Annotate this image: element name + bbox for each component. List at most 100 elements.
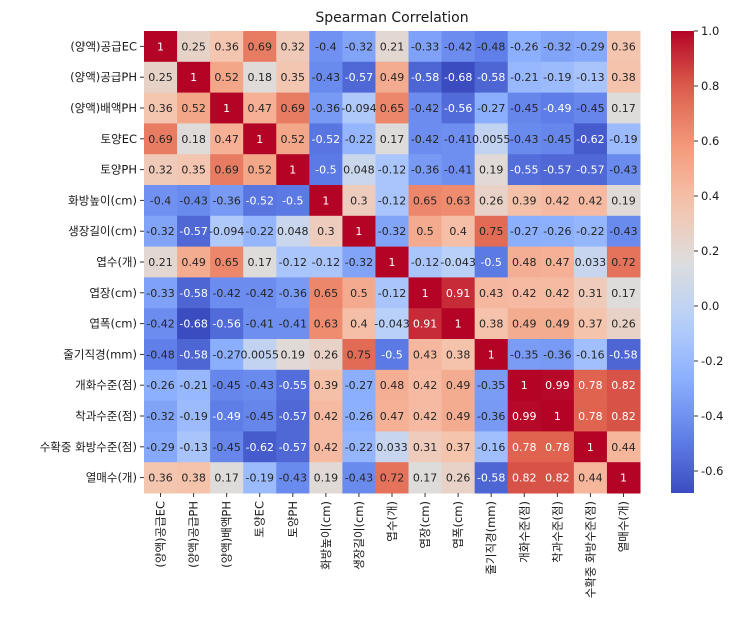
cell-value-label: 0.37: [446, 441, 471, 454]
cell-value-label: -0.58: [179, 287, 207, 300]
heatmap-cell: [573, 154, 608, 186]
x-tick-label: 개화수준(점): [517, 501, 531, 563]
heatmap-cell: [375, 462, 410, 494]
heatmap-cell: [309, 185, 343, 217]
cell-value-label: 0.37: [578, 318, 603, 331]
heatmap-cell: [276, 215, 310, 248]
y-tick-label: 개화수준(점): [75, 378, 137, 392]
x-tick-label: 줄기직경(mm): [484, 501, 498, 575]
cell-value-label: 0.26: [446, 472, 471, 485]
heatmap-cell: [408, 215, 443, 248]
cell-value-label: 0.21: [148, 256, 173, 269]
y-tick-label: 열매수(개): [86, 471, 137, 485]
cell-value-label: 0.25: [181, 40, 206, 53]
cell-value-label: -0.27: [510, 225, 538, 238]
cell-value-label: -0.43: [609, 164, 637, 177]
cell-value-label: 0.048: [277, 225, 309, 238]
heatmap-cell: [540, 215, 575, 248]
heatmap-cell: [342, 400, 376, 432]
cell-value-label: 1: [190, 71, 197, 84]
cell-value-label: 0.19: [314, 472, 339, 485]
cell-value-label: 0.49: [446, 379, 471, 392]
heatmap-cell: [507, 123, 542, 155]
cell-value-label: -0.58: [477, 472, 505, 485]
heatmap-cell: [474, 369, 509, 402]
cell-value-label: -0.13: [179, 441, 207, 454]
cell-value-label: -0.12: [312, 256, 340, 269]
heatmap-cell: [210, 277, 244, 309]
cell-annotations: 1 0.25 0.36 0.69 0.32 -0.4 -0.32 0.21 -0.33 -0.42…: [146, 40, 637, 484]
heatmap-cell: [309, 400, 343, 432]
cell-value-label: -0.45: [212, 441, 240, 454]
cell-value-label: -0.043: [374, 318, 409, 331]
cell-value-label: -0.41: [279, 318, 307, 331]
cell-value-label: 0.42: [413, 410, 438, 423]
cell-value-label: 0.42: [512, 287, 537, 300]
cell-value-label: -0.57: [543, 164, 571, 177]
cell-value-label: 0.52: [181, 102, 206, 115]
cell-value-label: -0.42: [444, 40, 472, 53]
cell-value-label: -0.21: [179, 379, 207, 392]
cell-value-label: -0.22: [245, 225, 273, 238]
cell-value-label: 0.17: [611, 287, 636, 300]
cell-value-label: 0.65: [413, 194, 438, 207]
heatmap-cell: [573, 431, 608, 463]
heatmap-cell: [276, 246, 310, 278]
cell-value-label: -0.62: [576, 133, 604, 146]
heatmap-cell: [144, 92, 178, 124]
cell-value-label: 0.31: [413, 441, 438, 454]
heatmap-cell: [177, 246, 211, 278]
heatmap-cell: [309, 369, 343, 402]
heatmap-cell: [375, 31, 410, 63]
heatmap-cell: [474, 400, 509, 432]
cell-value-label: -0.43: [345, 472, 373, 485]
cell-value-label: 0.47: [214, 133, 239, 146]
cell-value-label: -0.52: [312, 133, 340, 146]
heatmap-cell: [309, 61, 343, 94]
cell-value-label: 0.42: [314, 441, 339, 454]
heatmap-cell: [177, 369, 211, 402]
y-tick-label: 줄기직경(mm): [63, 347, 137, 361]
cell-value-label: -0.45: [510, 102, 538, 115]
cell-value-label: 0.48: [380, 379, 405, 392]
cell-value-label: 0.42: [578, 194, 603, 207]
cell-value-label: -0.5: [381, 348, 402, 361]
heatmap-cell: [573, 400, 608, 432]
cell-value-label: -0.45: [543, 133, 571, 146]
cell-value-label: -0.43: [312, 71, 340, 84]
x-tick-label: 화방높이(cm): [319, 501, 333, 570]
heatmap-cell: [210, 462, 244, 494]
heatmap-cell: [573, 61, 608, 94]
heatmap-cell: [309, 431, 343, 463]
cell-value-label: -0.5: [480, 256, 501, 269]
cell-value-label: -0.22: [576, 225, 604, 238]
heatmap-cell: [606, 369, 641, 402]
cell-value-label: -0.094: [341, 102, 376, 115]
heatmap-cell: [177, 277, 211, 309]
heatmap-cell: [573, 339, 608, 371]
cell-value-label: -0.55: [510, 164, 538, 177]
cell-value-label: 0.49: [545, 318, 570, 331]
heatmap-cell: [243, 61, 277, 94]
heatmap-cell: [474, 431, 509, 463]
heatmap-cell: [342, 277, 376, 309]
colorbar-tick-label: -0.4: [701, 409, 723, 423]
heatmap-cell: [342, 462, 376, 494]
x-axis: (양액)공급EC (양액)공급PH (양액)배액PH 토양EC 토양PH 화방높이(cm)…: [154, 493, 630, 598]
x-tick-label: 엽수(개): [385, 501, 399, 542]
heatmap-cell: [573, 92, 608, 124]
colorbar-tick-label: 0.2: [701, 244, 719, 258]
cell-value-label: -0.36: [279, 287, 307, 300]
cell-value-label: 1: [587, 441, 594, 454]
cell-value-label: 0.52: [214, 71, 239, 84]
cell-value-label: 0.52: [247, 164, 272, 177]
cell-value-label: 0.49: [181, 256, 206, 269]
cell-value-label: 0.91: [446, 287, 471, 300]
heatmap-cell: [144, 308, 178, 340]
heatmap-cell: [309, 308, 343, 340]
cell-value-label: 0.99: [512, 410, 537, 423]
cell-value-label: 0.78: [545, 441, 570, 454]
heatmap-cell: [408, 246, 443, 278]
heatmap-cell: [177, 92, 211, 124]
heatmap-cell: [177, 462, 211, 494]
